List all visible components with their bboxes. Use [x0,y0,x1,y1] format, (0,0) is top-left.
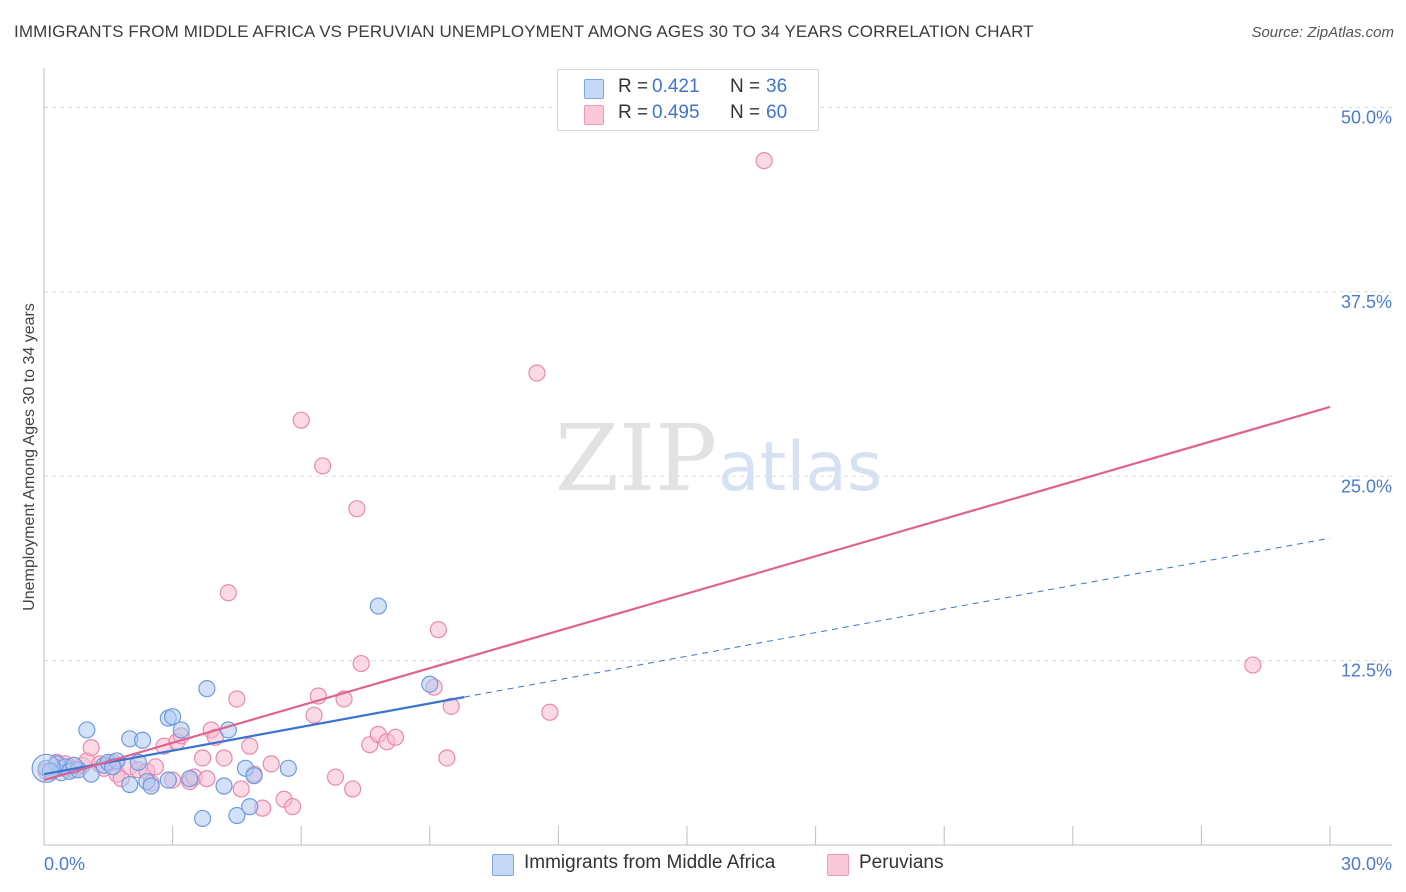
middle-africa-trendline-extension [464,537,1331,698]
legend-n-label: N = [730,76,761,97]
middle-africa-point [78,721,96,739]
legend-r-label: R = [618,102,649,123]
peruvians-point [1244,656,1262,674]
peruvians-point [215,749,233,767]
y-tick-label: 25.0% [1341,476,1392,496]
legend-r-value: 0.421 [652,76,700,97]
y-axis-label: Unemployment Among Ages 30 to 34 years [21,303,38,611]
peruvians-point [228,690,246,708]
peruvians-point [352,654,370,673]
legend-n-label: N = [730,102,761,123]
middle-africa-point [369,597,387,615]
y-tick-label: 37.5% [1341,292,1392,312]
watermark-zip: ZIP [555,405,717,512]
middle-africa-points [31,597,439,828]
chart-title: IMMIGRANTS FROM MIDDLE AFRICA VS PERUVIA… [14,22,1034,41]
peruvians-point [262,755,280,773]
middle-africa-point [172,721,190,739]
peruvians-point [82,739,100,757]
bottom-legend-swatch-blue [492,854,514,876]
peruvians-point [429,621,447,639]
middle-africa-point [121,775,139,794]
peruvians-point [284,798,302,816]
x-tick-label: 30.0% [1341,854,1392,874]
middle-africa-point [159,771,177,789]
peruvians-point [146,758,165,776]
watermark-atlas: atlas [718,428,882,507]
middle-africa-point [133,731,152,749]
trendlines [43,405,1331,782]
peruvians-point [755,152,773,170]
watermark: ZIP atlas [555,405,882,512]
peruvians-point [194,749,212,767]
chart-source: Source: ZipAtlas.com [1251,24,1394,41]
middle-africa-point [228,806,246,825]
gridlines [44,107,1392,662]
peruvians-point [344,780,362,798]
peruvians-point [528,364,546,382]
bottom-legend-swatch-pink [827,854,849,876]
x-tick-label: 0.0% [44,854,85,874]
middle-africa-cluster-point [31,753,61,783]
legend-r-value: 0.495 [652,102,700,123]
peruvians-point [198,770,216,788]
middle-africa-point [245,767,263,785]
legend-n-value: 36 [766,76,788,97]
bottom-legend-label: Immigrants from Middle Africa [524,852,776,873]
peruvians-point [348,500,366,518]
middle-africa-point [279,759,297,777]
peruvians-point [386,728,405,746]
axes [43,68,1392,846]
peruvians-point [541,703,559,721]
peruvians-point [314,457,332,475]
middle-africa-point [215,777,233,795]
bottom-legend-label: Peruvians [859,852,944,873]
legend-swatch-blue [584,79,604,99]
peruvians-point [219,584,237,602]
legend-n-value: 60 [766,102,788,123]
middle-africa-point [198,680,216,698]
peruvians-point [232,780,250,798]
middle-africa-point [241,798,259,816]
y-tick-label: 12.5% [1341,661,1392,681]
peruvians-trendline [43,405,1331,782]
peruvians-point [292,411,310,429]
middle-africa-point [194,809,212,828]
middle-africa-point [164,708,182,726]
middle-africa-point [142,777,160,795]
middle-africa-point [181,770,199,788]
legend-r-label: R = [618,76,649,97]
peruvians-point [305,706,323,724]
correlation-legend: R = 0.421 N = 36 R = 0.495 N = 60 [557,69,819,131]
y-tick-label: 50.0% [1341,108,1392,128]
tick-labels: 12.5% 25.0% 37.5% 50.0% 0.0% 30.0% [44,108,1392,875]
middle-africa-trendline [43,696,465,776]
legend-swatch-pink [584,105,604,125]
middle-africa-point [421,675,439,693]
peruvians-point [438,749,456,767]
peruvians-point [326,768,345,786]
peruvians-point [241,737,259,755]
